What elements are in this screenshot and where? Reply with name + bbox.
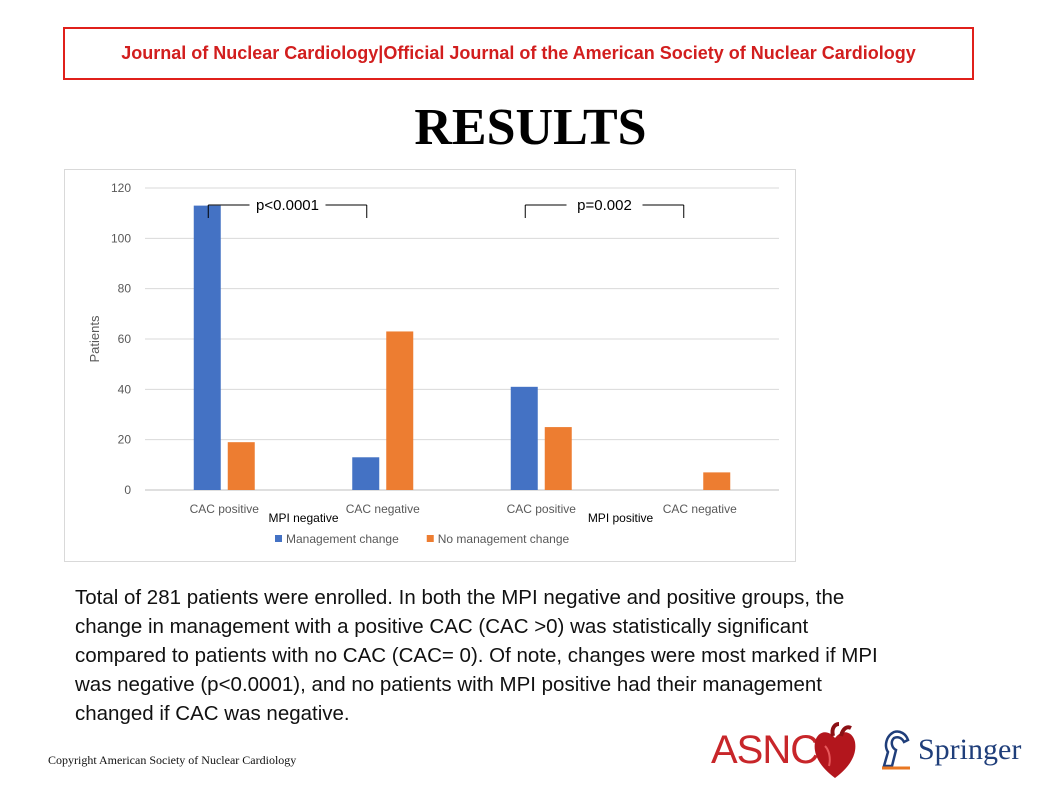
y-tick-label: 40: [118, 382, 132, 396]
legend-swatch: [275, 535, 282, 542]
legend-label: No management change: [438, 532, 570, 546]
page-title: RESULTS: [414, 99, 647, 156]
x-tick-label: CAC negative: [346, 502, 420, 516]
bar-chart: 0 20 40 60 80 100 120 Patients CAC positive CAC n…: [87, 181, 779, 546]
copyright-text: Copyright American Society of Nuclear Ca…: [48, 753, 297, 767]
legend-swatch: [426, 535, 434, 542]
springer-logo-text: Springer: [918, 733, 1022, 766]
journal-header: Journal of Nuclear Cardiology | Official…: [63, 27, 974, 80]
y-tick-label: 60: [118, 332, 132, 346]
bar: [544, 427, 572, 490]
y-axis-label: Patients: [87, 315, 102, 362]
bar: [510, 386, 538, 490]
springer-logo: Springer: [878, 728, 1038, 772]
asnc-logo: ASNC: [711, 722, 861, 780]
chart-frame: 0 20 40 60 80 100 120 Patients CAC positive CAC n…: [64, 169, 796, 562]
group-label: MPI negative: [268, 511, 338, 525]
summary-text: Total of 281 patients were enrolled. In …: [75, 586, 878, 725]
bar: [227, 442, 255, 490]
asnc-logo-text: ASNC: [711, 728, 819, 772]
x-tick-label: CAC positive: [190, 502, 260, 516]
y-tick-label: 80: [118, 282, 132, 296]
y-tick-label: 120: [111, 181, 131, 195]
p-value-label: p<0.0001: [256, 197, 319, 214]
bar: [352, 457, 380, 490]
springer-horse-icon: [882, 730, 910, 770]
p-value-label: p=0.002: [577, 197, 632, 214]
legend-label: Management change: [286, 532, 399, 546]
journal-name: Journal of Nuclear Cardiology: [121, 43, 379, 63]
heart-icon: [814, 722, 856, 778]
y-tick-label: 20: [118, 433, 132, 447]
x-tick-label: CAC negative: [663, 502, 737, 516]
bar: [193, 205, 221, 490]
bar: [386, 331, 414, 490]
group-label: MPI positive: [588, 511, 654, 525]
x-tick-label: CAC positive: [507, 502, 577, 516]
bar: [703, 472, 731, 490]
header-separator: |: [378, 43, 384, 63]
y-tick-label: 100: [111, 231, 131, 245]
y-tick-label: 0: [124, 483, 131, 497]
journal-subtitle: Official Journal of the American Society…: [383, 43, 916, 63]
